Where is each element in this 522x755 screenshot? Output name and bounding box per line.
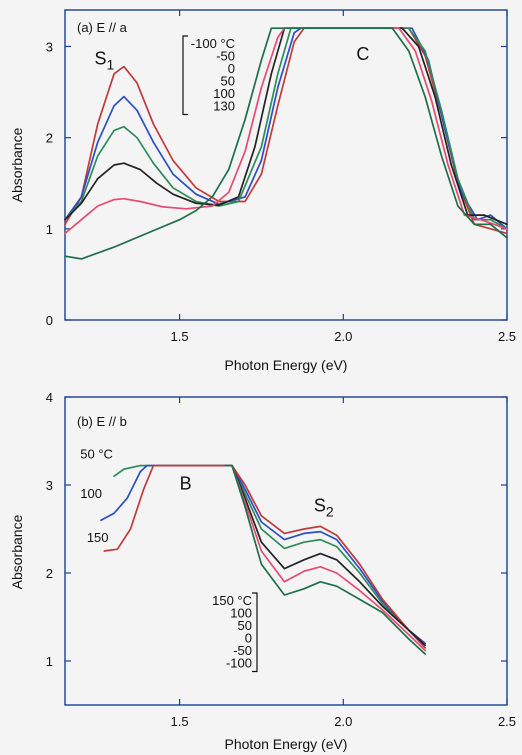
x-tick-label: 1.5 (171, 329, 189, 344)
panel-a-label: (a) E // a (77, 20, 128, 35)
series-line-100 (100, 464, 426, 645)
curve-label: 50 °C (80, 447, 113, 462)
annotation-c: C (356, 44, 369, 64)
legend-entry: 0 (228, 61, 235, 76)
legend-entry: -100 (226, 656, 252, 671)
panel-a-y-ticks: 0 1 2 3 (46, 39, 507, 328)
y-tick-label: 4 (46, 390, 53, 405)
legend-bracket (182, 35, 188, 116)
y-tick-label: 2 (46, 566, 53, 581)
panel-a-annotations: S1 C (94, 44, 369, 73)
legend-entry: 50 (238, 618, 252, 633)
panel-b-frame (64, 396, 508, 706)
legend-entry: -50 (216, 49, 235, 64)
legend-entry: 130 (213, 99, 235, 114)
series-line-0 (224, 464, 426, 647)
series-line-50 (64, 27, 508, 226)
y-tick-label: 1 (46, 654, 53, 669)
legend-entry: 150 °C (212, 593, 252, 608)
panel-a-series (64, 27, 508, 260)
y-tick-label: 3 (46, 39, 53, 54)
series-line-minus50 (64, 27, 508, 230)
series-line-minus100 (224, 464, 426, 655)
panel-a-y-axis-label: Absorbance (9, 127, 25, 202)
annotation-s1: S1 (94, 49, 114, 73)
panel-b-x-axis-label: Photon Energy (eV) (225, 736, 348, 752)
x-tick-label: 2.0 (334, 329, 352, 344)
panel-b-label: (b) E // b (77, 414, 127, 429)
panel-b-annotations: B S2 (180, 473, 334, 519)
legend-entry: 100 (213, 86, 235, 101)
annotation-s2: S2 (314, 495, 334, 519)
series-line-130 (64, 27, 508, 260)
panel-a: 0 1 2 3 1.5 2.0 2.5 (a) E // a Photon Energy … (9, 9, 516, 373)
legend-bracket (252, 592, 258, 673)
x-tick-label: 1.5 (171, 714, 189, 729)
curve-label: 100 (80, 486, 102, 501)
annotation-b: B (180, 473, 192, 493)
series-line-150 (103, 464, 426, 649)
y-tick-label: 2 (46, 131, 53, 146)
panel-a-frame (64, 9, 508, 321)
legend-entry: 0 (245, 631, 252, 646)
y-tick-label: 3 (46, 478, 53, 493)
series-line-100 (64, 27, 508, 235)
panel-a-x-ticks: 1.5 2.0 2.5 (171, 10, 516, 344)
panel-b-x-ticks: 1.5 2.0 2.5 (171, 397, 516, 729)
y-tick-label: 0 (46, 313, 53, 328)
x-tick-label: 2.0 (334, 714, 352, 729)
panel-b-y-ticks: 1 2 3 4 (46, 390, 507, 669)
legend-entry: 50 (221, 74, 235, 89)
series-line-minus50 (224, 464, 426, 652)
x-tick-label: 2.5 (498, 714, 516, 729)
series-line-50 (113, 464, 426, 645)
panel-b-curve-labels: 50 °C 100 150 (80, 447, 113, 546)
legend-entry: -100 °C (191, 36, 235, 51)
panel-b-y-axis-label: Absorbance (9, 514, 25, 589)
panel-b: 1 2 3 4 1.5 2.0 2.5 (b) E // b Photon Energy … (9, 390, 516, 752)
panel-a-x-axis-label: Photon Energy (eV) (225, 357, 348, 373)
series-line-0 (64, 27, 508, 230)
curve-label: 150 (87, 530, 109, 545)
y-tick-label: 1 (46, 222, 53, 237)
legend-entry: -50 (233, 643, 252, 658)
legend-entry: 100 (230, 606, 252, 621)
x-tick-label: 2.5 (498, 329, 516, 344)
panel-b-series (100, 464, 426, 655)
